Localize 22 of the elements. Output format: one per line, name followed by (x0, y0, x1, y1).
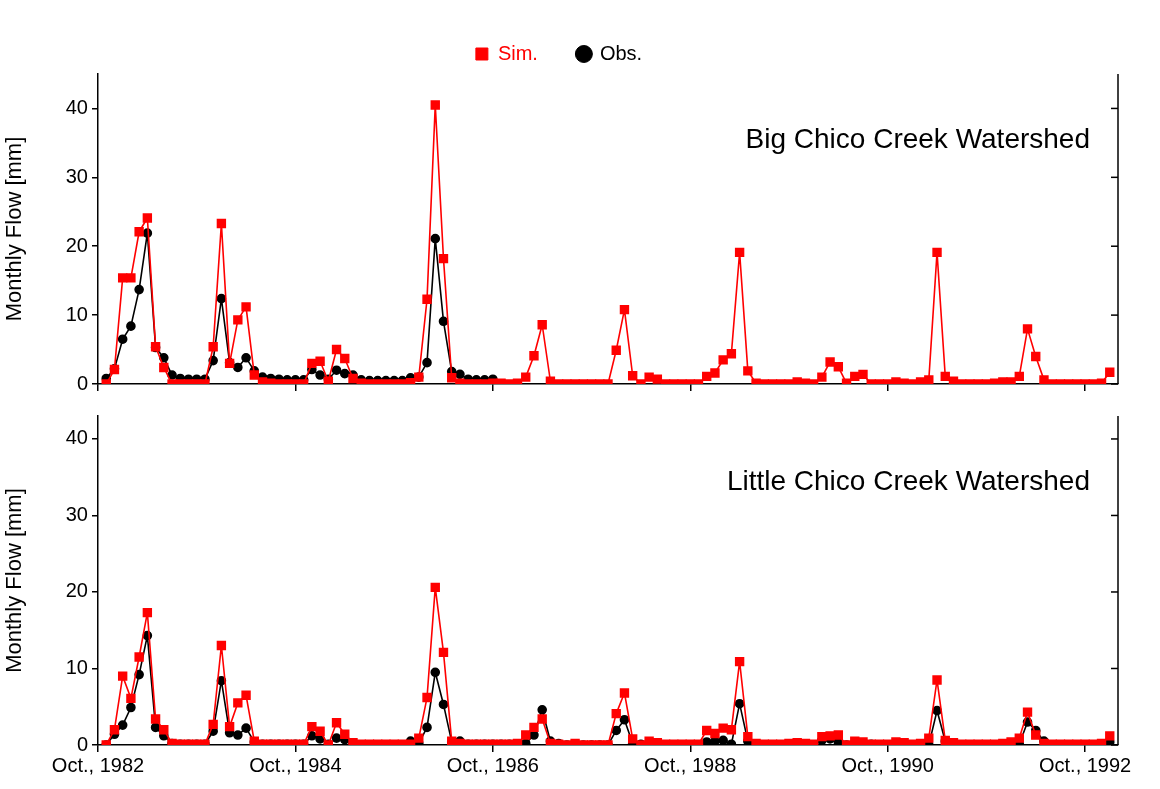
y-tick-label: 30 (65, 164, 88, 187)
text: Big Chico Creek Watershed (745, 122, 1090, 154)
y-tick-label: 40 (65, 95, 88, 118)
y-tick-label: 10 (65, 302, 88, 325)
y-tick-label: 30 (65, 502, 88, 525)
y-axis-title: Monthly Flow [mm] (1, 136, 27, 322)
y-axis-title: Monthly Flow [mm] (1, 488, 27, 673)
text: Little Chico Creek Watershed (726, 464, 1090, 496)
y-tick-label: 20 (65, 233, 88, 256)
y-tick-label: 0 (76, 732, 88, 755)
y-tick-label: 10 (65, 656, 88, 678)
x-tick-label: Oct., 1988 (644, 753, 737, 776)
x-tick-label: Oct., 1992 (1038, 753, 1132, 776)
x-tick-label: Oct., 1990 (841, 753, 934, 776)
x-tick-label: Oct., 1986 (446, 753, 539, 776)
y-tick-label: 40 (65, 426, 88, 449)
y-tick-label: 0 (76, 371, 88, 394)
legend-label: Obs. (599, 41, 643, 64)
x-tick-label: Oct., 1984 (249, 753, 342, 776)
legend-label: Sim. (497, 41, 538, 64)
y-tick-label: 20 (65, 579, 88, 602)
x-tick-label: Oct., 1982 (51, 753, 145, 776)
